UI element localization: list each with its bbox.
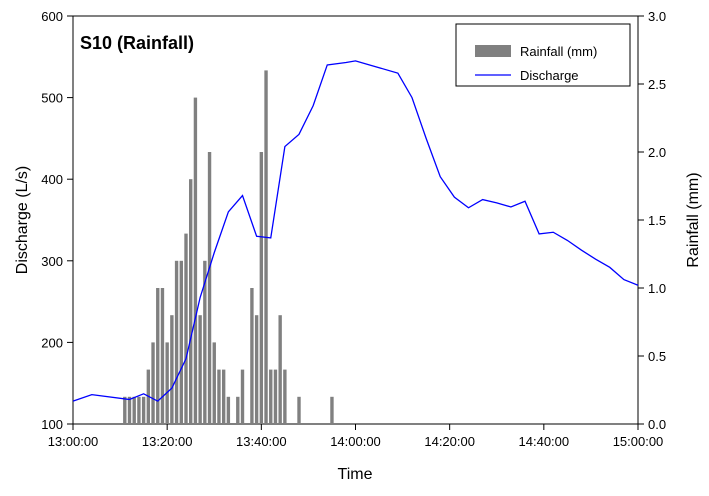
rainfall-bar [259, 152, 264, 424]
rainfall-bar [165, 342, 169, 424]
rainfall-bar [221, 369, 226, 424]
rainfall-bar [250, 288, 254, 424]
y-axis-right-title: Rainfall (mm) [685, 172, 702, 267]
legend-discharge-label: Discharge [520, 68, 579, 83]
y-left-tick-label: 500 [41, 91, 63, 106]
rainfall-bar [269, 369, 273, 424]
y-left-tick-label: 100 [41, 417, 63, 432]
x-tick-label: 13:20:00 [142, 434, 193, 449]
rainfall-bar [283, 369, 287, 424]
rainfall-bar [184, 233, 188, 424]
rainfall-bar [236, 396, 240, 424]
y-right-tick-label: 0.5 [648, 349, 666, 364]
rainfall-bar [273, 369, 278, 424]
y-right-tick-label: 0.0 [648, 417, 666, 432]
legend: Rainfall (mm) Discharge [455, 23, 631, 87]
rainfall-bar [137, 396, 141, 424]
rainfall-bar [127, 396, 132, 424]
axis-ticks: 13:00:00 13:20:00 13:40:00 14:00:00 14:20:00… [41, 9, 666, 449]
rainfall-bar [189, 179, 193, 424]
rainfall-bar [297, 396, 301, 424]
rainfall-bar [330, 396, 334, 424]
rainfall-bar [264, 70, 268, 425]
rainfall-bar [198, 315, 202, 424]
rainfall-bar [203, 260, 207, 424]
rainfall-bar [240, 369, 245, 424]
rainfall-bars [123, 70, 334, 425]
x-tick-label: 13:40:00 [236, 434, 287, 449]
rainfall-bar [123, 396, 127, 424]
rainfall-bar [151, 342, 155, 424]
rainfall-bar [226, 396, 231, 424]
x-tick-label: 15:00:00 [613, 434, 664, 449]
y-right-tick-label: 1.5 [648, 213, 666, 228]
y-right-tick-label: 2.5 [648, 77, 666, 92]
rainfall-bar [141, 396, 146, 424]
legend-rainfall-swatch [475, 45, 511, 57]
x-axis-title: Time [338, 466, 373, 483]
rainfall-bar [132, 396, 136, 424]
rainfall-bar [217, 369, 221, 424]
y-left-tick-label: 600 [41, 9, 63, 24]
y-right-tick-label: 1.0 [648, 281, 666, 296]
rainfall-bar [278, 315, 282, 424]
rainfall-bar [207, 152, 212, 424]
x-tick-label: 14:40:00 [519, 434, 570, 449]
y-axis-left-title: Discharge (L/s) [14, 166, 31, 274]
rainfall-bar [193, 97, 198, 424]
y-left-tick-label: 300 [41, 254, 63, 269]
chart-title: S10 (Rainfall) [80, 33, 194, 53]
y-left-tick-label: 200 [41, 335, 63, 350]
y-right-tick-label: 2.0 [648, 145, 666, 160]
rainfall-bar [160, 288, 165, 424]
rainfall-bar [212, 342, 216, 424]
discharge-line [72, 60, 639, 402]
legend-rainfall-label: Rainfall (mm) [520, 44, 597, 59]
rainfall-bar [156, 288, 160, 424]
rainfall-bar [254, 315, 259, 424]
rainfall-bar [174, 260, 179, 424]
rainfall-bar [170, 315, 174, 424]
x-tick-label: 14:00:00 [330, 434, 381, 449]
y-right-tick-label: 3.0 [648, 9, 666, 24]
y-left-tick-label: 400 [41, 172, 63, 187]
x-tick-label: 14:20:00 [424, 434, 475, 449]
rainfall-bar [179, 260, 183, 424]
x-tick-label: 13:00:00 [48, 434, 99, 449]
